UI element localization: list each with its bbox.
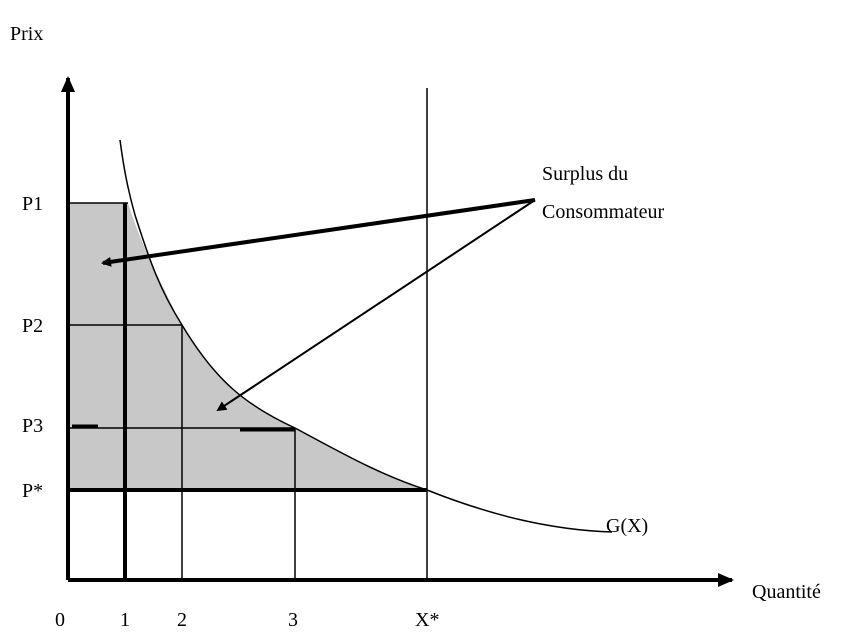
price-label: P*: [22, 480, 43, 502]
curve-label: G(X): [606, 515, 648, 537]
quantity-label: 3: [288, 609, 298, 631]
annotation: Surplus du: [542, 163, 628, 185]
arrow: [216, 199, 536, 412]
quantity-label: 1: [120, 609, 130, 631]
demand-curve: [119, 139, 613, 533]
price-label: P2: [22, 315, 43, 337]
quantity-label: X*: [415, 609, 439, 631]
quantity-label: 2: [177, 609, 187, 631]
price-label: P1: [22, 193, 43, 215]
price-label: P3: [22, 415, 43, 437]
arrow: [101, 198, 536, 267]
quantity-label: 0: [55, 609, 65, 631]
surplus-area: [68, 203, 427, 490]
x-axis-label: Quantité: [752, 581, 821, 603]
annotation: Consommateur: [542, 201, 665, 223]
y-axis-label: Prix: [10, 23, 43, 45]
